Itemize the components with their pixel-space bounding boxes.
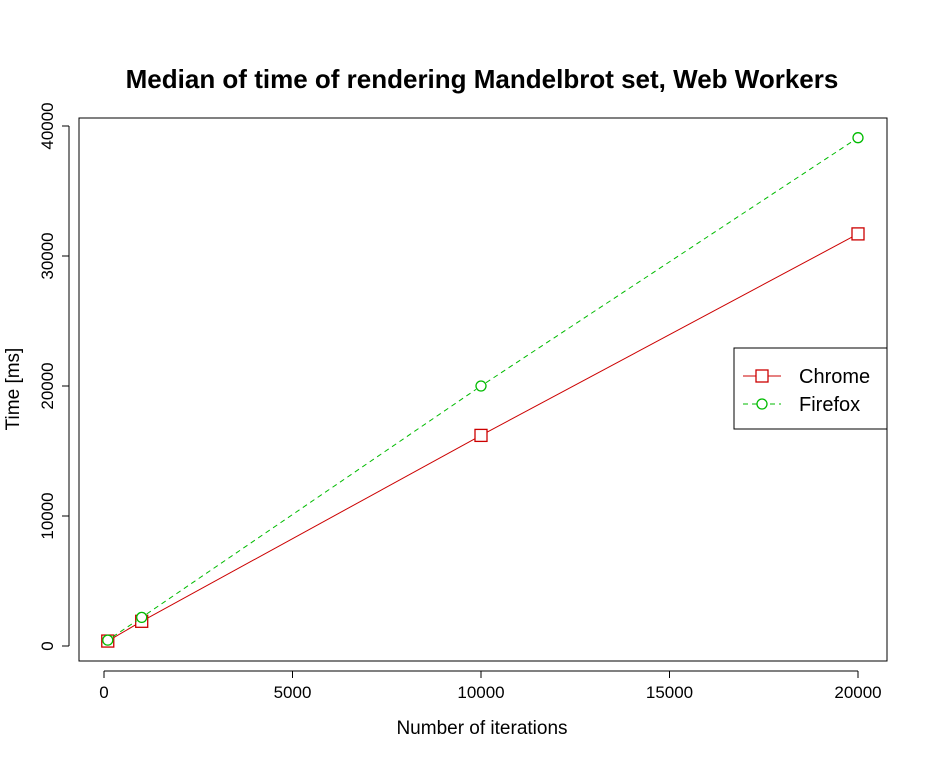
y-axis-label: Time [ms]	[3, 348, 24, 431]
legend-marker-chrome	[755, 369, 769, 383]
chrome-line-segment	[486, 236, 853, 434]
firefox-line-segment	[485, 140, 854, 384]
firefox-point	[852, 132, 864, 144]
chrome-point	[474, 428, 488, 443]
y-axis: 0 10000 20000 30000 40000	[38, 102, 70, 651]
y-tick-label: 10000	[38, 492, 57, 539]
y-tick-label: 20000	[38, 362, 57, 409]
y-tick-label: 0	[38, 641, 57, 650]
x-tick-label: 0	[99, 683, 108, 702]
chrome-line-segment	[112, 623, 137, 639]
x-tick-label: 15000	[646, 683, 693, 702]
y-tick-label: 30000	[38, 232, 57, 279]
chrome-line-segment	[146, 437, 476, 619]
firefox-line-segment	[146, 388, 477, 615]
firefox-point	[102, 634, 114, 646]
legend-marker-firefox	[756, 398, 768, 410]
legend-label-firefox: Firefox	[799, 394, 860, 416]
chrome-point	[851, 227, 865, 241]
firefox-point	[475, 380, 487, 392]
firefox-point	[136, 611, 148, 624]
x-axis-label: Number of iterations	[396, 718, 567, 739]
series-firefox	[102, 132, 864, 646]
x-tick-label: 10000	[457, 683, 504, 702]
y-tick-label: 40000	[38, 102, 57, 149]
x-tick-label: 5000	[274, 683, 312, 702]
x-tick-label: 20000	[834, 683, 881, 702]
legend: Chrome Firefox	[733, 347, 888, 430]
legend-box	[733, 347, 888, 430]
series-layer	[101, 132, 865, 648]
chart-title: Median of time of rendering Mandelbrot s…	[126, 64, 839, 94]
x-axis: 0 5000 10000 15000 20000	[99, 670, 882, 702]
firefox-line-segment	[112, 620, 137, 638]
legend-label-chrome: Chrome	[799, 366, 870, 388]
